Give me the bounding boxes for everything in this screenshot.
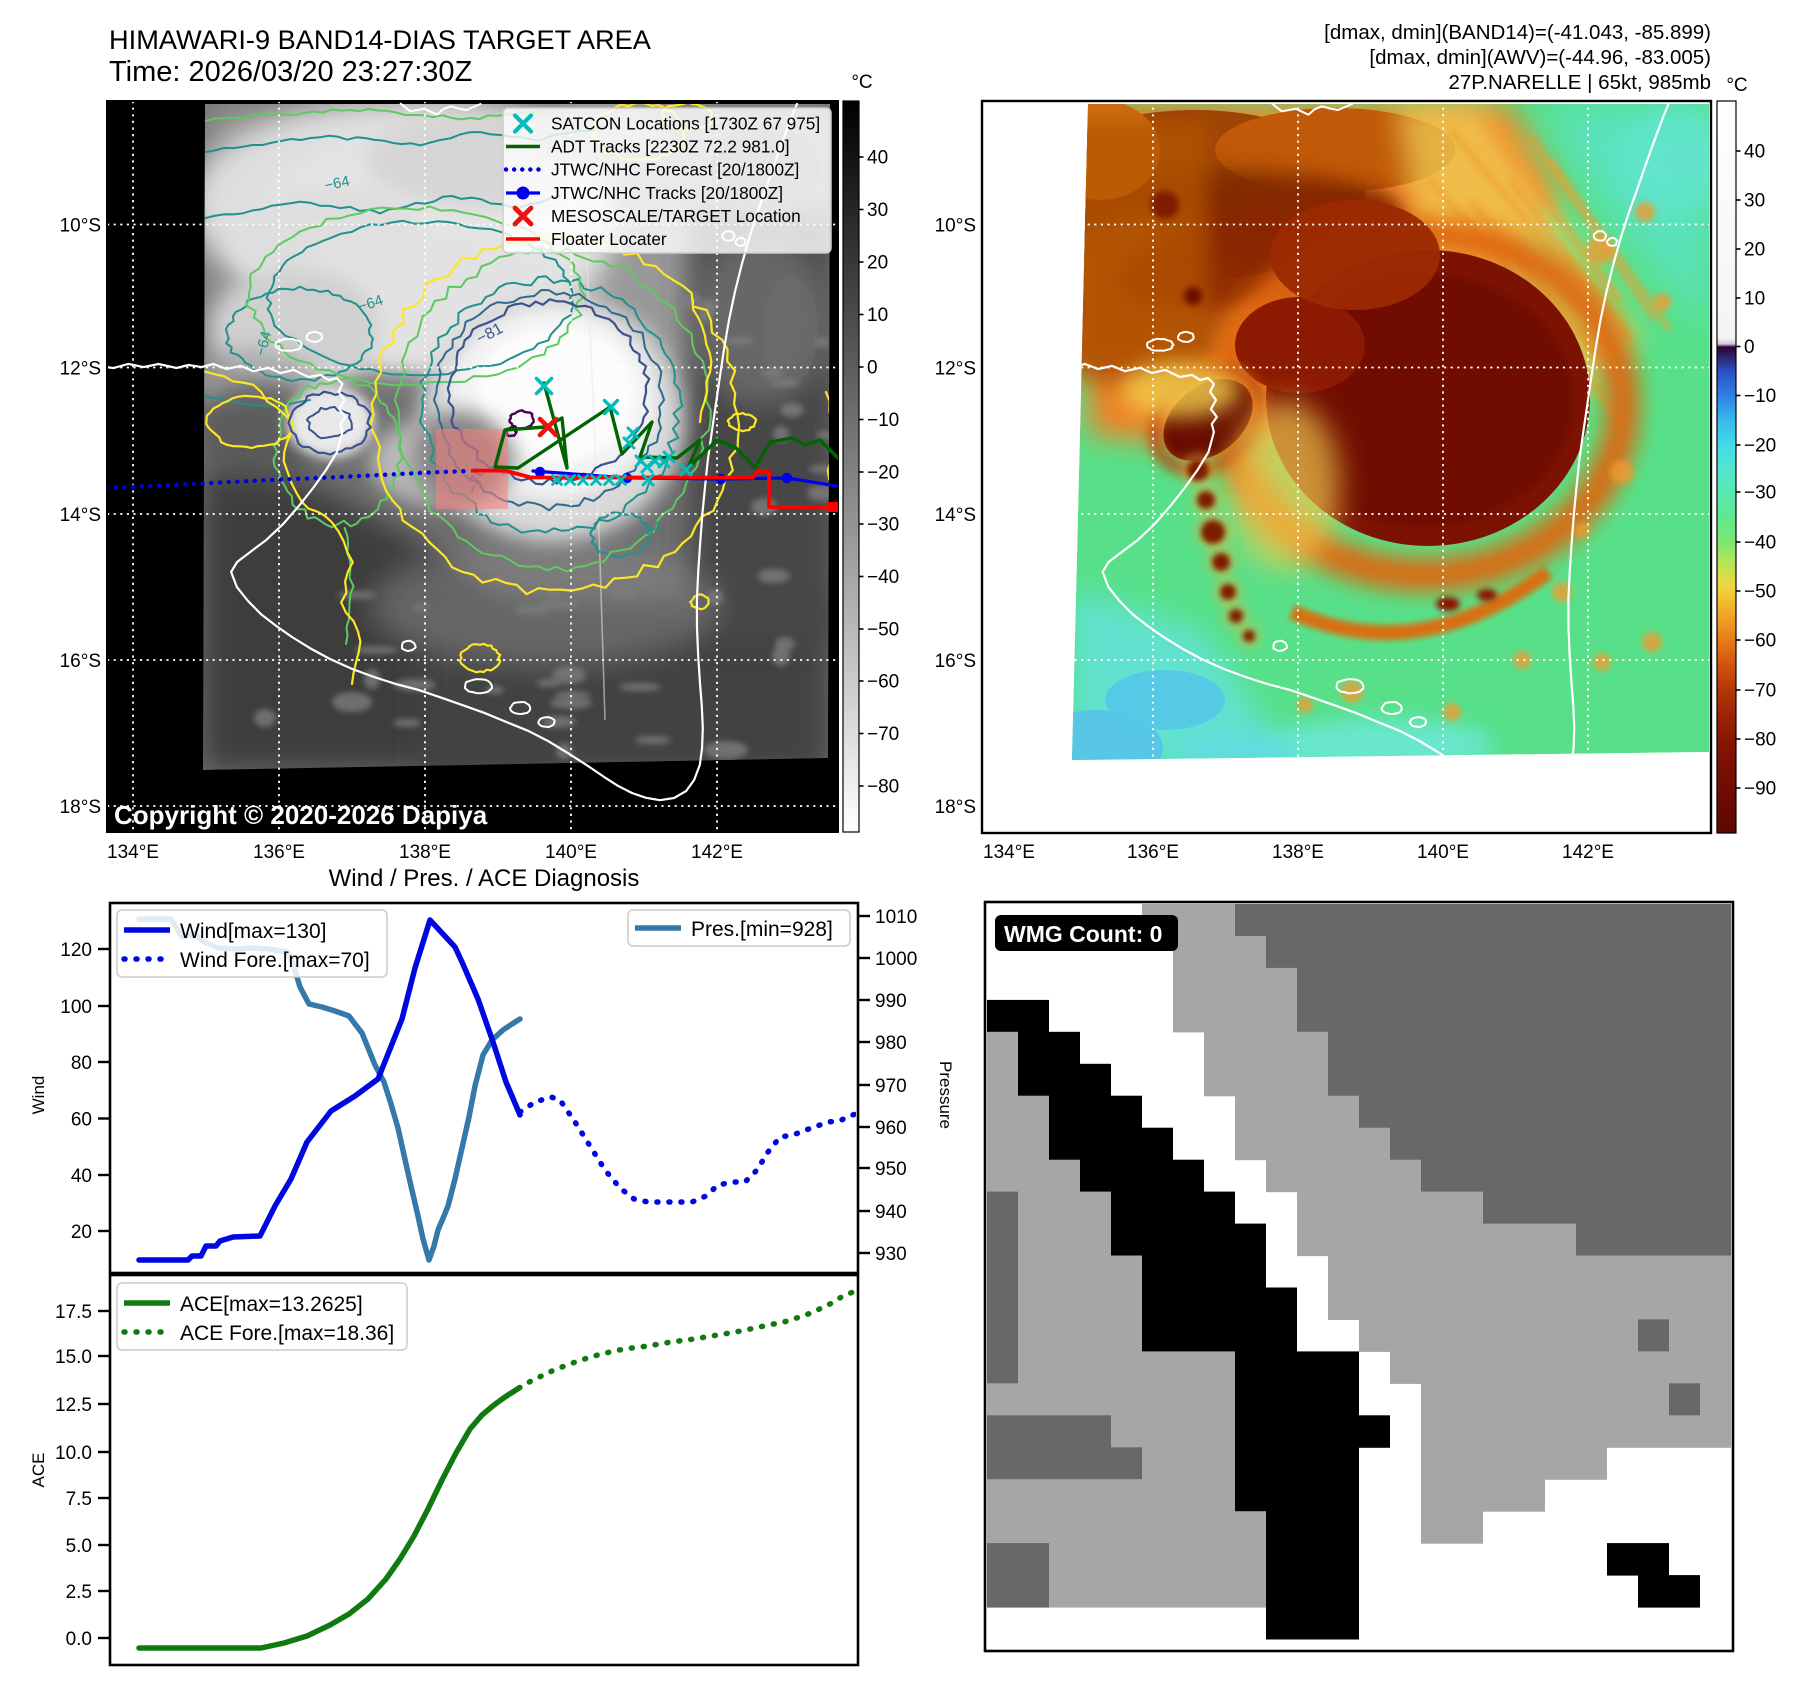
svg-text:16°S: 16°S	[60, 651, 101, 672]
svg-text:°C: °C	[851, 72, 872, 93]
svg-text:Wind: Wind	[29, 1076, 48, 1115]
svg-text:−50: −50	[867, 620, 899, 641]
svg-text:930: 930	[875, 1244, 907, 1265]
svg-text:15.0: 15.0	[55, 1347, 92, 1368]
svg-text:−64: −64	[323, 173, 351, 195]
svg-text:−70: −70	[867, 724, 899, 745]
svg-text:−54: −54	[634, 518, 663, 541]
svg-text:−10: −10	[867, 410, 899, 431]
svg-text:2.5: 2.5	[66, 1582, 92, 1603]
svg-text:142°E: 142°E	[691, 842, 743, 863]
svg-text:5.0: 5.0	[66, 1536, 92, 1557]
svg-text:18°S: 18°S	[60, 797, 101, 818]
svg-text:40: 40	[1744, 142, 1765, 163]
svg-text:950: 950	[875, 1159, 907, 1180]
svg-text:−90: −90	[1744, 779, 1776, 800]
svg-text:Wind Fore.[max=70]: Wind Fore.[max=70]	[180, 949, 370, 972]
svg-text:Wind / Pres. / ACE Diagnosis: Wind / Pres. / ACE Diagnosis	[329, 865, 640, 892]
svg-text:60: 60	[71, 1110, 92, 1131]
svg-text:−10: −10	[1744, 386, 1776, 407]
svg-text:ACE[max=13.2625]: ACE[max=13.2625]	[180, 1293, 363, 1316]
svg-text:10°S: 10°S	[935, 216, 976, 237]
svg-text:12.5: 12.5	[55, 1395, 92, 1416]
svg-text:940: 940	[875, 1202, 907, 1223]
svg-text:Wind[max=130]: Wind[max=130]	[180, 920, 327, 943]
svg-text:HIMAWARI-9 BAND14-DIAS TARGET: HIMAWARI-9 BAND14-DIAS TARGET AREA	[109, 24, 652, 55]
svg-text:10: 10	[867, 305, 888, 326]
svg-text:−40: −40	[867, 567, 899, 588]
svg-text:136°E: 136°E	[253, 842, 305, 863]
svg-text:20: 20	[867, 253, 888, 274]
svg-text:134°E: 134°E	[983, 842, 1035, 863]
svg-text:0: 0	[1744, 337, 1755, 358]
svg-text:MESOSCALE/TARGET Location: MESOSCALE/TARGET Location	[551, 206, 801, 226]
svg-text:120: 120	[60, 940, 92, 961]
svg-text:40: 40	[867, 148, 888, 169]
svg-text:30: 30	[1744, 191, 1765, 212]
svg-text:40: 40	[71, 1166, 92, 1187]
svg-text:14°S: 14°S	[935, 505, 976, 526]
svg-text:80: 80	[71, 1053, 92, 1074]
svg-text:−30: −30	[1744, 483, 1776, 504]
svg-text:30: 30	[867, 200, 888, 221]
svg-text:140°E: 140°E	[545, 842, 597, 863]
svg-text:−80: −80	[1744, 730, 1776, 751]
svg-text:−20: −20	[867, 463, 899, 484]
svg-text:134°E: 134°E	[107, 842, 159, 863]
svg-text:970: 970	[875, 1076, 907, 1097]
svg-text:16°S: 16°S	[935, 651, 976, 672]
svg-text:100: 100	[60, 997, 92, 1018]
svg-text:960: 960	[875, 1118, 907, 1139]
svg-text:10°S: 10°S	[60, 216, 101, 237]
svg-text:138°E: 138°E	[1272, 842, 1324, 863]
svg-text:1000: 1000	[875, 949, 917, 970]
svg-text:17.5: 17.5	[55, 1302, 92, 1323]
svg-text:JTWC/NHC Tracks [20/1800Z]: JTWC/NHC Tracks [20/1800Z]	[551, 183, 783, 203]
svg-text:136°E: 136°E	[1127, 842, 1179, 863]
svg-text:−70: −70	[1744, 681, 1776, 702]
svg-text:Copyright © 2020-2026 Dapiya: Copyright © 2020-2026 Dapiya	[114, 800, 488, 830]
svg-text:Pressure: Pressure	[936, 1061, 955, 1129]
svg-text:10: 10	[1744, 289, 1765, 310]
svg-text:−50: −50	[1744, 582, 1776, 603]
svg-text:140°E: 140°E	[1417, 842, 1469, 863]
svg-text:°C: °C	[1726, 75, 1747, 96]
svg-text:10.0: 10.0	[55, 1443, 92, 1464]
svg-text:[dmax, dmin](AWV)=(-44.96, -83: [dmax, dmin](AWV)=(-44.96, -83.005)	[1369, 46, 1711, 69]
svg-text:142°E: 142°E	[1562, 842, 1614, 863]
svg-text:0.0: 0.0	[66, 1629, 92, 1650]
svg-text:980: 980	[875, 1033, 907, 1054]
svg-text:1010: 1010	[875, 907, 917, 928]
svg-text:7.5: 7.5	[66, 1489, 92, 1510]
svg-text:12°S: 12°S	[60, 359, 101, 380]
svg-text:14°S: 14°S	[60, 505, 101, 526]
svg-text:20: 20	[1744, 240, 1765, 261]
svg-text:JTWC/NHC Forecast [20/1800Z]: JTWC/NHC Forecast [20/1800Z]	[551, 160, 799, 180]
svg-text:20: 20	[71, 1222, 92, 1243]
svg-text:Floater Locater: Floater Locater	[551, 229, 667, 249]
svg-text:−60: −60	[1744, 631, 1776, 652]
svg-text:Time: 2026/03/20 23:27:30Z: Time: 2026/03/20 23:27:30Z	[109, 56, 472, 88]
svg-text:0: 0	[867, 358, 878, 379]
svg-text:12°S: 12°S	[935, 359, 976, 380]
svg-text:990: 990	[875, 991, 907, 1012]
svg-text:ADT Tracks [2230Z 72.2 981.0]: ADT Tracks [2230Z 72.2 981.0]	[551, 137, 790, 157]
svg-text:−80: −80	[867, 777, 899, 798]
svg-text:−30: −30	[867, 515, 899, 536]
svg-text:Pres.[min=928]: Pres.[min=928]	[691, 918, 833, 941]
svg-text:−20: −20	[1744, 436, 1776, 457]
svg-text:ACE: ACE	[29, 1453, 48, 1488]
svg-text:−64: −64	[252, 329, 275, 358]
svg-text:138°E: 138°E	[399, 842, 451, 863]
svg-text:−40: −40	[1744, 533, 1776, 554]
svg-text:ACE Fore.[max=18.36]: ACE Fore.[max=18.36]	[180, 1322, 394, 1345]
svg-text:18°S: 18°S	[935, 797, 976, 818]
svg-text:−60: −60	[867, 672, 899, 693]
svg-text:WMG Count: 0: WMG Count: 0	[1004, 921, 1162, 947]
svg-text:SATCON Locations [1730Z 67 975: SATCON Locations [1730Z 67 975]	[551, 114, 820, 134]
svg-text:[dmax, dmin](BAND14)=(-41.043,: [dmax, dmin](BAND14)=(-41.043, -85.899)	[1324, 21, 1711, 44]
svg-text:27P.NARELLE | 65kt, 985mb: 27P.NARELLE | 65kt, 985mb	[1449, 71, 1712, 94]
